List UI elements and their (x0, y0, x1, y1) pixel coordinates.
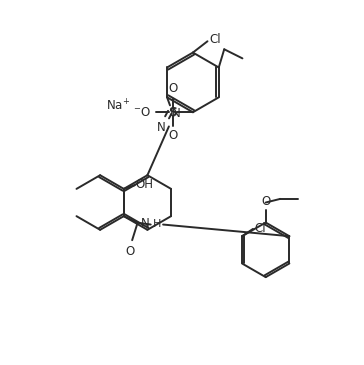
Text: O: O (126, 245, 135, 258)
Text: S: S (169, 106, 177, 119)
Text: $^{-}$O: $^{-}$O (133, 106, 151, 119)
Text: N: N (157, 121, 165, 134)
Text: H: H (153, 219, 161, 229)
Text: O: O (168, 82, 178, 95)
Text: Cl: Cl (209, 33, 221, 46)
Text: OH: OH (136, 178, 154, 191)
Text: N: N (172, 107, 181, 120)
Text: N: N (141, 217, 150, 230)
Text: O: O (168, 129, 178, 142)
Text: Na$^{+}$: Na$^{+}$ (106, 98, 130, 114)
Text: O: O (261, 195, 270, 208)
Text: Cl: Cl (254, 222, 266, 235)
